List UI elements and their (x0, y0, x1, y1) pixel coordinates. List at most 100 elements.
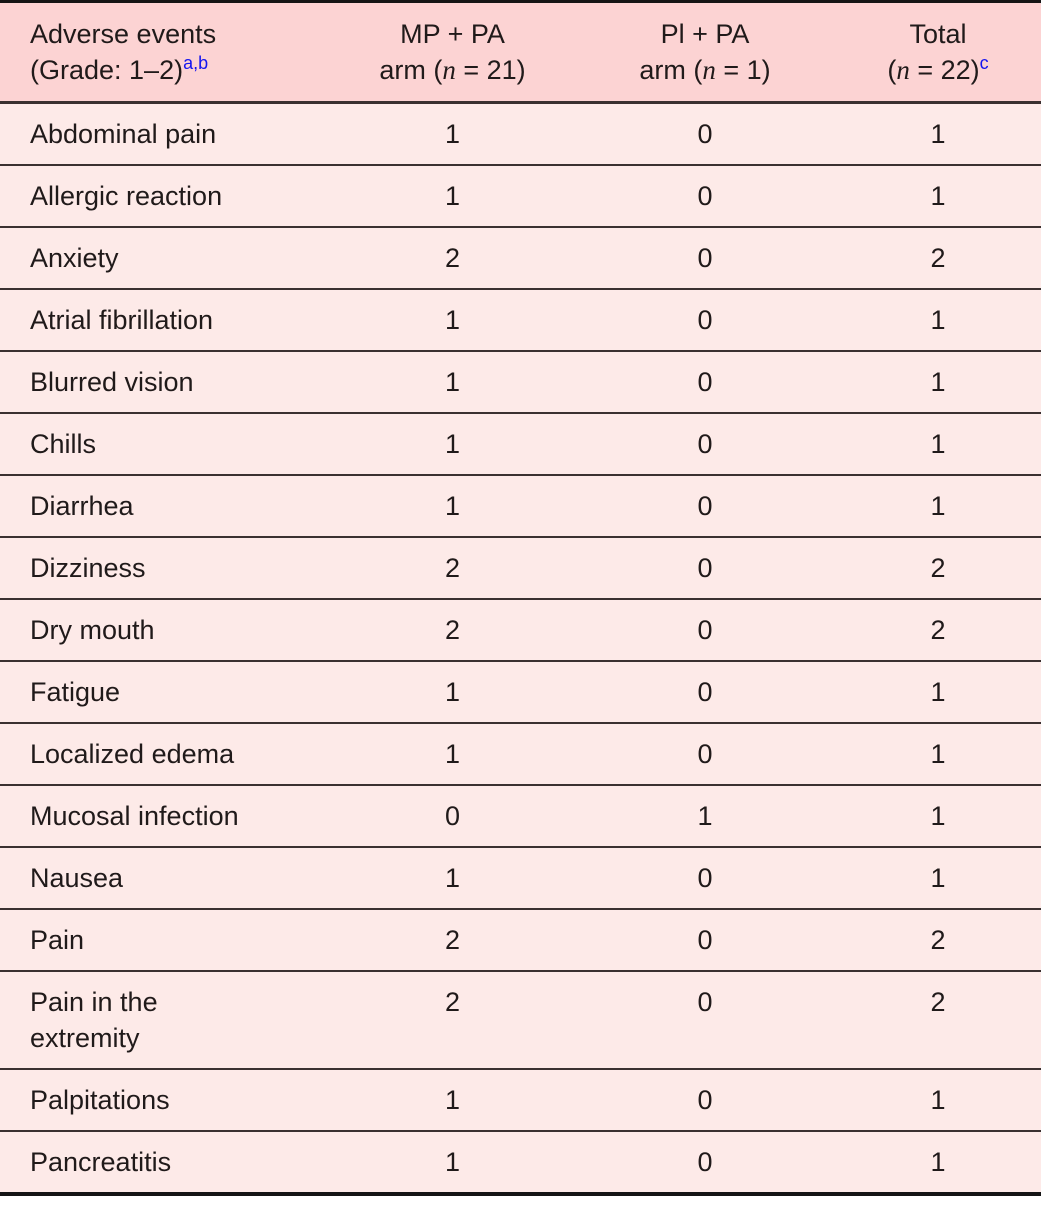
total-value-cell: 1 (835, 164, 1041, 227)
pl-pa-value-cell: 0 (575, 970, 835, 1069)
header-line2: arm (n = 1) (639, 55, 771, 85)
mp-pa-value-cell: 1 (330, 474, 575, 537)
mp-pa-value-cell: 1 (330, 101, 575, 165)
pl-pa-value-cell: 0 (575, 101, 835, 165)
total-value-cell: 2 (835, 536, 1041, 599)
table-row: Blurred vision 1 0 1 (0, 350, 1041, 413)
total-value-cell: 2 (835, 226, 1041, 289)
event-name-cell: Localized edema (0, 722, 330, 785)
mp-pa-value-cell: 2 (330, 598, 575, 661)
column-header-adverse-events: Adverse events (Grade: 1–2)a,b (0, 1, 330, 104)
header-line1: MP + PA (400, 19, 505, 49)
pl-pa-value-cell: 0 (575, 536, 835, 599)
table-row: Pain in the extremity 2 0 2 (0, 970, 1041, 1069)
total-value-cell: 1 (835, 722, 1041, 785)
event-name-cell: Blurred vision (0, 350, 330, 413)
mp-pa-value-cell: 0 (330, 784, 575, 847)
column-header-pl-pa-arm: Pl + PA arm (n = 1) (575, 1, 835, 104)
event-name-cell: Chills (0, 412, 330, 475)
header-line1: Adverse events (30, 19, 217, 49)
total-value-cell: 1 (835, 101, 1041, 165)
total-value-cell: 1 (835, 412, 1041, 475)
pl-pa-value-cell: 0 (575, 350, 835, 413)
table-row: Abdominal pain 1 0 1 (0, 101, 1041, 165)
event-name-cell: Dizziness (0, 536, 330, 599)
table-body: Abdominal pain 1 0 1 Allergic reaction 1 0 1 Anx… (0, 101, 1041, 1194)
event-name-cell: Pain in the extremity (0, 970, 330, 1069)
event-name-cell: Allergic reaction (0, 164, 330, 227)
mp-pa-value-cell: 2 (330, 536, 575, 599)
table-row: Localized edema 1 0 1 (0, 722, 1041, 785)
pl-pa-value-cell: 0 (575, 474, 835, 537)
pl-pa-value-cell: 0 (575, 598, 835, 661)
pl-pa-value-cell: 0 (575, 226, 835, 289)
table-row: Anxiety 2 0 2 (0, 226, 1041, 289)
table-row: Fatigue 1 0 1 (0, 660, 1041, 723)
mp-pa-value-cell: 1 (330, 722, 575, 785)
mp-pa-value-cell: 1 (330, 288, 575, 351)
column-header-total: Total (n = 22)c (835, 1, 1041, 104)
event-name-cell: Abdominal pain (0, 101, 330, 165)
italic-n-symbol: n (442, 55, 456, 85)
event-name-cell: Diarrhea (0, 474, 330, 537)
event-name-cell: Pancreatitis (0, 1130, 330, 1194)
pl-pa-value-cell: 0 (575, 1068, 835, 1131)
table-row: Atrial fibrillation 1 0 1 (0, 288, 1041, 351)
table-row: Palpitations 1 0 1 (0, 1068, 1041, 1131)
total-value-cell: 2 (835, 970, 1041, 1069)
pl-pa-value-cell: 0 (575, 288, 835, 351)
table-row: Allergic reaction 1 0 1 (0, 164, 1041, 227)
total-value-cell: 1 (835, 350, 1041, 413)
italic-n-symbol: n (702, 55, 716, 85)
table-row: Nausea 1 0 1 (0, 846, 1041, 909)
header-line1: Total (909, 19, 967, 49)
pl-pa-value-cell: 0 (575, 722, 835, 785)
mp-pa-value-cell: 2 (330, 970, 575, 1069)
table-row: Pancreatitis 1 0 1 (0, 1130, 1041, 1194)
total-value-cell: 1 (835, 846, 1041, 909)
mp-pa-value-cell: 1 (330, 164, 575, 227)
table-row: Dry mouth 2 0 2 (0, 598, 1041, 661)
mp-pa-value-cell: 1 (330, 1068, 575, 1131)
total-value-cell: 1 (835, 288, 1041, 351)
event-name-cell: Palpitations (0, 1068, 330, 1131)
event-name-cell: Anxiety (0, 226, 330, 289)
table-row: Diarrhea 1 0 1 (0, 474, 1041, 537)
total-value-cell: 1 (835, 660, 1041, 723)
mp-pa-value-cell: 2 (330, 908, 575, 971)
total-value-cell: 1 (835, 784, 1041, 847)
pl-pa-value-cell: 0 (575, 164, 835, 227)
header-line2: (n = 22)c (887, 53, 989, 85)
table-header: Adverse events (Grade: 1–2)a,b MP + PA a… (0, 1, 1041, 104)
table-row: Pain 2 0 2 (0, 908, 1041, 971)
header-line2: arm (n = 21) (379, 55, 526, 85)
mp-pa-value-cell: 1 (330, 846, 575, 909)
footnote-marker-c: c (979, 53, 989, 73)
pl-pa-value-cell: 0 (575, 846, 835, 909)
pl-pa-value-cell: 0 (575, 908, 835, 971)
event-name-cell: Atrial fibrillation (0, 288, 330, 351)
event-name-cell: Pain (0, 908, 330, 971)
italic-n-symbol: n (896, 55, 910, 85)
table-row: Dizziness 2 0 2 (0, 536, 1041, 599)
mp-pa-value-cell: 1 (330, 412, 575, 475)
pl-pa-value-cell: 1 (575, 784, 835, 847)
event-name-cell: Mucosal infection (0, 784, 330, 847)
total-value-cell: 2 (835, 908, 1041, 971)
total-value-cell: 1 (835, 1130, 1041, 1194)
mp-pa-value-cell: 1 (330, 1130, 575, 1194)
mp-pa-value-cell: 1 (330, 350, 575, 413)
total-value-cell: 2 (835, 598, 1041, 661)
column-header-mp-pa-arm: MP + PA arm (n = 21) (330, 1, 575, 104)
mp-pa-value-cell: 1 (330, 660, 575, 723)
pl-pa-value-cell: 0 (575, 660, 835, 723)
pl-pa-value-cell: 0 (575, 1130, 835, 1194)
header-line2: (Grade: 1–2)a,b (30, 53, 209, 85)
total-value-cell: 1 (835, 1068, 1041, 1131)
event-name-cell: Nausea (0, 846, 330, 909)
table-row: Chills 1 0 1 (0, 412, 1041, 475)
mp-pa-value-cell: 2 (330, 226, 575, 289)
total-value-cell: 1 (835, 474, 1041, 537)
event-name-cell: Dry mouth (0, 598, 330, 661)
footnote-marker-ab: a,b (183, 53, 209, 73)
